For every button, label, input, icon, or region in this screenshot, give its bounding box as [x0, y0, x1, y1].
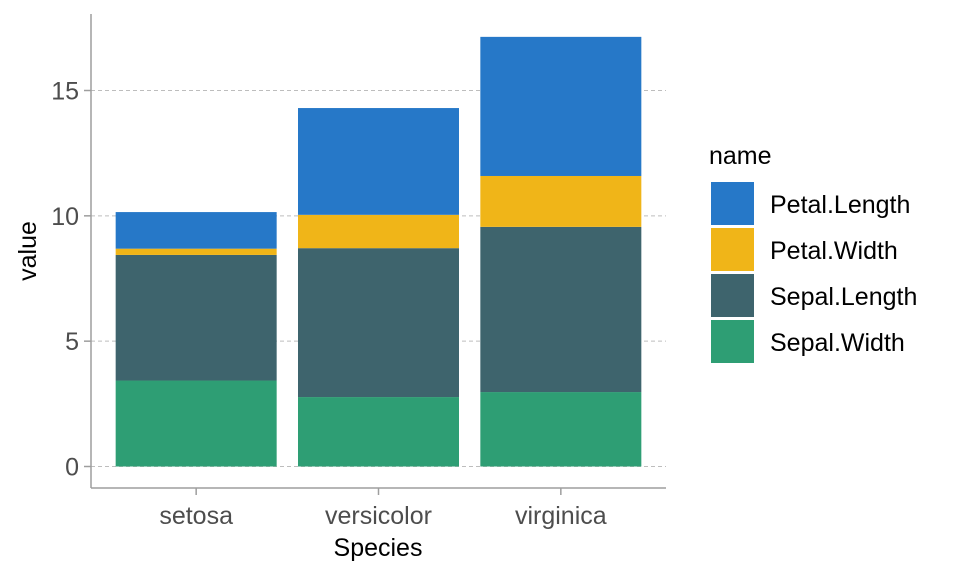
legend-swatch	[711, 320, 754, 363]
bar-virginica-petal-length	[480, 36, 642, 176]
bar-setosa-sepal-width	[115, 380, 277, 467]
bar-virginica-sepal-length	[480, 226, 642, 393]
legend-swatch	[711, 228, 754, 271]
legend-label: Petal.Length	[770, 191, 910, 219]
y-axis-title: value	[14, 221, 42, 281]
x-ticks: setosa versicolor virginica	[159, 488, 607, 530]
bar-versicolor-sepal-length	[298, 248, 459, 398]
legend-label: Petal.Width	[770, 237, 898, 265]
y-tick-label: 15	[51, 78, 79, 106]
bar-versicolor-petal-width	[298, 214, 459, 249]
x-tick-label: setosa	[159, 502, 233, 530]
y-ticks: 0 5 10 15	[51, 78, 91, 482]
bars	[115, 36, 642, 467]
legend: name Petal.Length Petal.Width Sepal.Length…	[709, 142, 917, 363]
bar-virginica-petal-width	[480, 175, 642, 227]
bar-setosa-petal-length	[115, 212, 277, 249]
legend-swatch	[711, 182, 754, 225]
y-tick-label: 10	[51, 203, 79, 231]
x-tick-label: versicolor	[325, 502, 432, 530]
x-axis-title: Species	[334, 534, 423, 562]
bar-versicolor-sepal-width	[298, 397, 459, 467]
legend-label: Sepal.Width	[770, 329, 905, 357]
bar-setosa-sepal-length	[115, 254, 277, 381]
y-tick-label: 0	[65, 454, 79, 482]
legend-swatch	[711, 274, 754, 317]
x-tick-label: virginica	[515, 502, 607, 530]
bar-virginica-sepal-width	[480, 392, 642, 467]
legend-title: name	[709, 142, 772, 170]
y-tick-label: 5	[65, 328, 79, 356]
bar-versicolor-petal-length	[298, 108, 459, 215]
legend-label: Sepal.Length	[770, 283, 917, 311]
bar-setosa-petal-width	[115, 248, 277, 255]
